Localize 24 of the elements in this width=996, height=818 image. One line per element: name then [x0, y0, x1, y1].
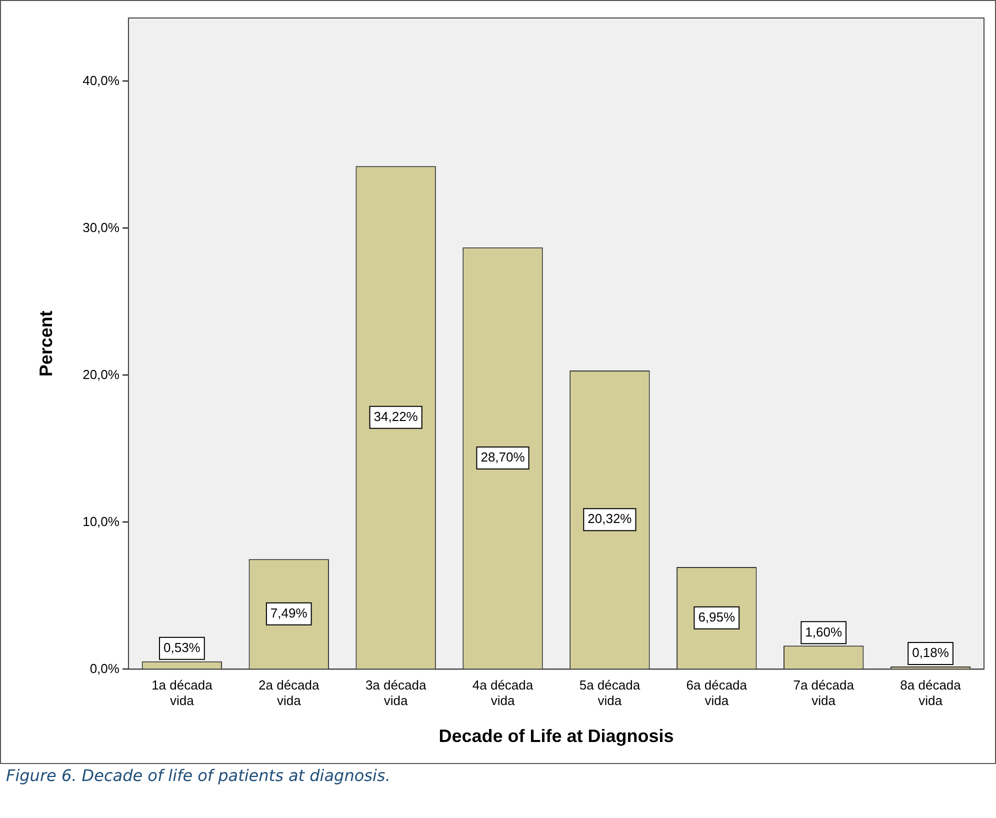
- y-tick-label: 20,0%: [82, 366, 120, 382]
- y-tick-label: 0,0%: [90, 660, 120, 676]
- y-tick-label: 40,0%: [82, 72, 120, 88]
- data-label: 1,60%: [805, 624, 842, 640]
- data-label: 34,22%: [374, 409, 418, 424]
- x-tick-label: 5a década vida: [579, 678, 641, 708]
- x-tick-label: 4a década vida: [472, 678, 534, 708]
- x-tick-label: 2a década vida: [258, 678, 320, 708]
- caption: Figure 6. Decade of life of patients at diagnosis.: [6, 766, 390, 785]
- data-label: 20,32%: [588, 511, 632, 526]
- x-tick-label: 3a década vida: [365, 678, 427, 708]
- y-axis-title: Percent: [36, 310, 56, 377]
- y-tick-label: 10,0%: [82, 514, 120, 529]
- y-tick-label: 30,0%: [82, 220, 120, 235]
- data-label: 28,70%: [480, 450, 526, 465]
- x-tick-label: 6a década vida: [686, 678, 748, 708]
- data-label: 7,49%: [270, 605, 308, 620]
- data-label: 6,95%: [698, 609, 736, 624]
- x-axis-title: Decade of Life at Diagnosis: [438, 726, 674, 746]
- data-label: 0,53%: [163, 640, 201, 655]
- x-tick-label: 7a década vida: [793, 678, 855, 708]
- x-tick-label: 8a década vida: [900, 678, 962, 708]
- x-tick-label: 1a década vida: [152, 678, 214, 708]
- data-label: 0,18%: [912, 645, 950, 660]
